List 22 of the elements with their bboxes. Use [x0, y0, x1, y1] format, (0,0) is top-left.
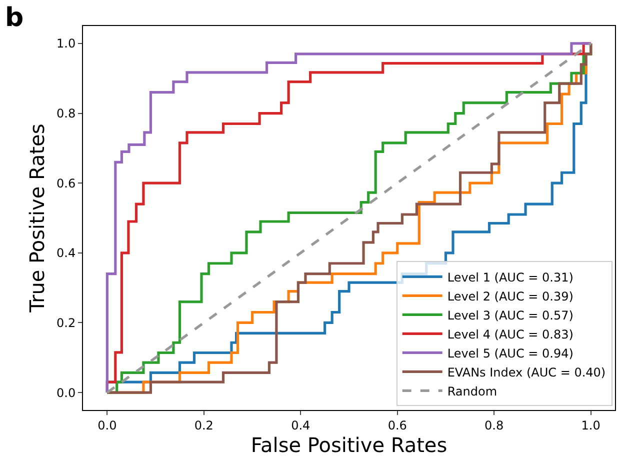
y-tick-label: 0.2	[56, 316, 76, 330]
x-tick-label: 1.0	[581, 418, 600, 432]
legend-label: Level 4 (AUC = 0.83)	[447, 327, 574, 342]
y-tick-label: 0.4	[56, 246, 76, 260]
y-tick-label: 0.0	[56, 386, 76, 400]
x-tick-label: 0.0	[98, 418, 117, 432]
legend-label: EVANs Index (AUC = 0.40)	[447, 365, 606, 380]
legend-label: Level 2 (AUC = 0.39)	[447, 289, 574, 304]
x-axis-title: False Positive Rates	[250, 432, 448, 457]
x-tick-label: 0.8	[484, 418, 504, 432]
legend-label: Level 3 (AUC = 0.57)	[447, 308, 574, 322]
x-tick-label: 0.6	[388, 418, 407, 432]
y-tick-label: 1.0	[56, 36, 76, 51]
x-tick-label: 0.4	[291, 418, 310, 432]
y-axis-title: True Positive Rates	[25, 124, 50, 314]
legend-label: Level 1 (AUC = 0.31)	[447, 270, 574, 284]
text: b	[5, 3, 24, 33]
x-tick-label: 0.2	[194, 418, 214, 432]
legend-label: Level 5 (AUC = 0.94)	[447, 346, 574, 360]
y-tick-label: 0.8	[56, 106, 76, 120]
legend-label: Random	[447, 384, 498, 398]
y-tick-label: 0.6	[56, 176, 76, 190]
